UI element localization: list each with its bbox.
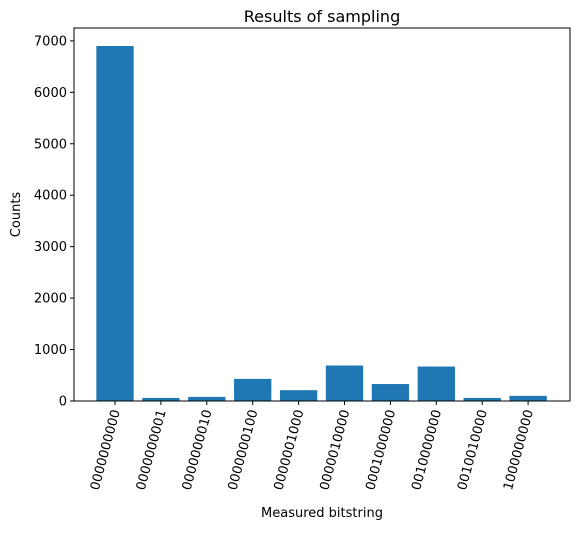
y-tick-label: 2000 bbox=[34, 292, 67, 307]
bar-0000000010 bbox=[188, 396, 226, 401]
y-axis-ticks: 0 1000 2000 3000 4000 5000 6000 7000 bbox=[34, 34, 74, 410]
x-tick-label: 0000010000 bbox=[317, 408, 353, 492]
y-tick-label: 7000 bbox=[34, 34, 67, 49]
bar-0001000000 bbox=[371, 384, 410, 401]
x-tick-label: 0010010000 bbox=[455, 408, 491, 492]
y-tick-label: 6000 bbox=[34, 86, 67, 101]
x-tick-label: 0001000000 bbox=[363, 408, 399, 492]
x-tick-label: 1000000000 bbox=[501, 408, 537, 492]
x-axis-ticks: 0000000000 0000000001 0000000010 0000000100… bbox=[88, 401, 537, 492]
bar-0000000000 bbox=[96, 46, 134, 401]
y-tick-label: 5000 bbox=[34, 137, 67, 152]
bar-0010010000 bbox=[463, 397, 501, 401]
x-tick-label: 0000000100 bbox=[226, 408, 262, 492]
bar-0000010000 bbox=[325, 365, 364, 401]
x-tick-label: 0010000000 bbox=[409, 408, 445, 492]
chart-title: Results of sampling bbox=[244, 7, 400, 26]
y-axis-label: Counts bbox=[9, 192, 24, 238]
y-tick-label: 0 bbox=[59, 395, 67, 410]
x-tick-label: 0000000000 bbox=[88, 408, 124, 492]
x-tick-label: 0000000001 bbox=[134, 408, 170, 492]
bar-0000001000 bbox=[279, 390, 318, 401]
x-tick-label: 0000001000 bbox=[272, 408, 308, 492]
bar-0000000001 bbox=[142, 397, 180, 401]
axes-frame bbox=[73, 27, 571, 402]
bars-group bbox=[96, 46, 547, 401]
bar-1000000000 bbox=[509, 395, 547, 401]
y-tick-label: 4000 bbox=[34, 189, 67, 204]
y-tick-label: 3000 bbox=[34, 240, 67, 255]
x-axis-label: Measured bitstring bbox=[261, 506, 383, 521]
x-tick-label: 0000000010 bbox=[180, 408, 216, 492]
bar-0000000100 bbox=[234, 378, 272, 401]
bar-0010000000 bbox=[417, 366, 455, 401]
y-tick-label: 1000 bbox=[34, 343, 67, 358]
